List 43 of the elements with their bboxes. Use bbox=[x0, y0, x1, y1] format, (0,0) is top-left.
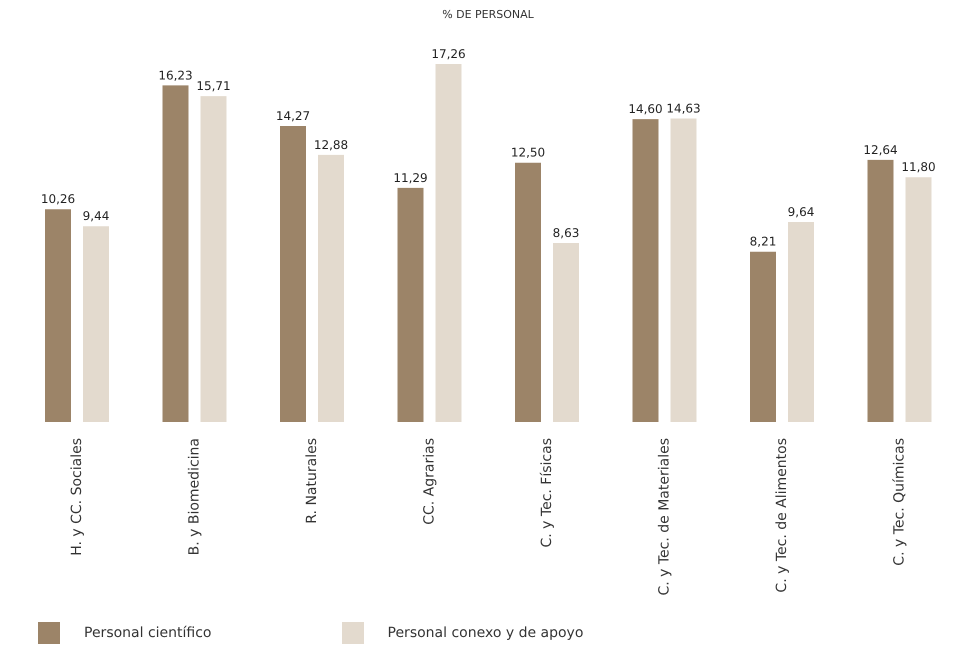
bar bbox=[280, 126, 306, 422]
data-label: 8,63 bbox=[552, 226, 580, 240]
data-label: 12,64 bbox=[863, 142, 898, 157]
bar bbox=[868, 160, 894, 422]
data-label: 17,26 bbox=[431, 47, 466, 61]
bar bbox=[436, 64, 462, 422]
bar bbox=[162, 85, 188, 422]
data-label: 12,50 bbox=[510, 146, 546, 160]
chart-title: % DE PERSONAL bbox=[441, 8, 535, 23]
bar bbox=[670, 118, 696, 422]
bar bbox=[45, 209, 71, 422]
data-label: 9,64 bbox=[788, 205, 814, 220]
bar bbox=[553, 243, 579, 422]
bar bbox=[515, 162, 541, 422]
bar bbox=[318, 154, 344, 422]
x-tick-label: C. y Tec. Químicas bbox=[891, 438, 908, 566]
bar bbox=[632, 119, 658, 422]
bar bbox=[398, 188, 424, 422]
x-tick-label: CC. Agrarias bbox=[421, 438, 438, 525]
data-label: 14,63 bbox=[666, 102, 701, 116]
data-label: 10,26 bbox=[40, 192, 76, 206]
bar bbox=[788, 222, 814, 422]
bar bbox=[750, 252, 776, 422]
bar bbox=[200, 96, 226, 422]
data-label: 14,60 bbox=[628, 102, 663, 116]
data-label: 9,44 bbox=[82, 209, 110, 224]
x-tick-label: B. y Biomedicina bbox=[186, 438, 202, 556]
legend-label: Personal conexo y de apoyo bbox=[388, 624, 584, 641]
data-label: 8,21 bbox=[750, 234, 776, 249]
legend-label: Personal científico bbox=[84, 624, 212, 641]
data-label: 14,27 bbox=[276, 109, 310, 124]
bar bbox=[906, 177, 932, 422]
data-label: 16,23 bbox=[158, 68, 193, 82]
data-label: 11,80 bbox=[901, 160, 936, 174]
bar bbox=[83, 226, 109, 422]
x-tick-label: R. Naturales bbox=[304, 438, 320, 524]
x-tick-label: C. y Tec. de Materiales bbox=[656, 438, 672, 596]
x-tick-label: C. y Tec. Físicas bbox=[538, 438, 555, 548]
x-tick-label: C. y Tec. de Alimentos bbox=[774, 438, 790, 593]
x-tick-label: H. y CC. Sociales bbox=[68, 438, 85, 556]
data-label: 11,29 bbox=[393, 170, 428, 185]
data-label: 15,71 bbox=[196, 79, 231, 94]
data-label: 12,88 bbox=[314, 138, 348, 152]
